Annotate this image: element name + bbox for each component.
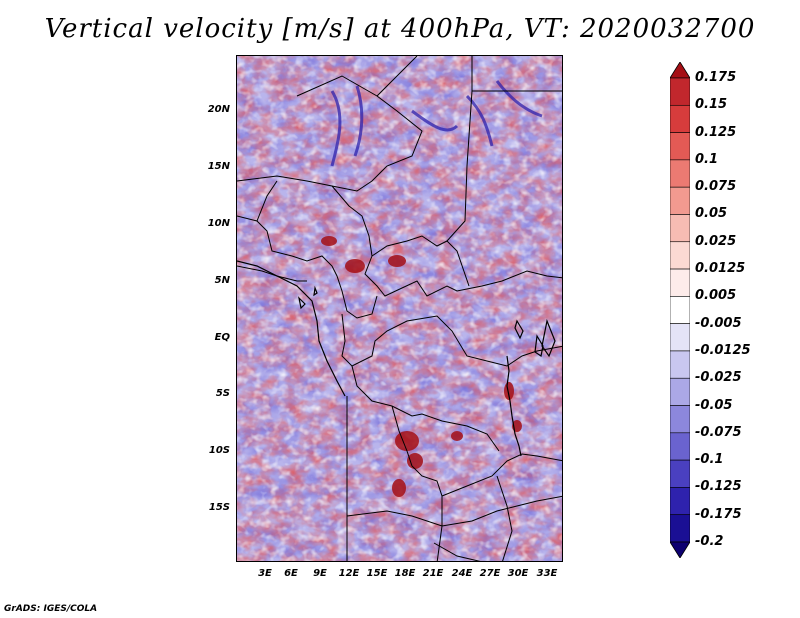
coastline <box>237 260 346 397</box>
colorbar-segment <box>670 104 690 133</box>
lat-label: 5N <box>214 275 230 286</box>
colorbar-tick-label: -0.05 <box>695 397 733 413</box>
lon-label: 33E <box>536 568 558 579</box>
lon-label: 12E <box>338 568 360 579</box>
lakes <box>506 318 556 457</box>
lat-label: 20N <box>207 104 230 115</box>
strong-downdraft-streaks <box>330 80 543 167</box>
colorbar-segment <box>670 268 690 297</box>
colorbar-tick-label: 0.0125 <box>695 261 746 277</box>
lat-label: 15N <box>207 161 230 172</box>
colorbar-tick-label: -0.125 <box>695 479 742 495</box>
lon-label: 15E <box>366 568 388 579</box>
colorbar-segment <box>670 186 690 215</box>
colorbar-segment <box>670 159 690 188</box>
colorbar-segment <box>670 405 690 434</box>
colorbar-segment <box>670 487 690 516</box>
colorbar-segment <box>670 77 690 106</box>
colorbar-segment <box>670 296 690 324</box>
colorbar-tick-label: 0.005 <box>695 288 737 304</box>
colorbar-tick-label: 0.125 <box>695 124 737 140</box>
colorbar-tick-label: -0.005 <box>695 315 742 331</box>
colorbar-max-arrow <box>670 62 690 79</box>
colorbar-tick-label: 0.175 <box>695 70 737 85</box>
colorbar-tick-label: 0.05 <box>695 206 728 222</box>
country-borders <box>237 56 562 561</box>
colorbar-tick-label: 0.1 <box>695 151 719 167</box>
colorbar-segment <box>670 514 690 543</box>
lat-label: 10S <box>208 445 230 456</box>
colorbar-tick-label: -0.075 <box>695 424 742 440</box>
colorbar-segment <box>670 350 690 379</box>
colorbar-segment <box>670 214 690 243</box>
colorbar-min-arrow <box>670 541 690 558</box>
colorbar-tick-label: 0.025 <box>695 233 737 249</box>
colorbar-tick-label: 0.15 <box>695 97 728 113</box>
lon-label: 9E <box>313 568 327 579</box>
lon-label: 21E <box>422 568 444 579</box>
lon-label: 24E <box>451 568 473 579</box>
lat-label: EQ <box>214 332 230 343</box>
lat-label: 10N <box>207 218 230 229</box>
colorbar-tick-label: -0.175 <box>695 506 742 522</box>
colorbar-segment <box>670 241 690 270</box>
map-title: Vertical velocity [m/s] at 400hPa, VT: 2… <box>44 14 756 44</box>
colorbar <box>670 62 690 558</box>
colorbar-segment <box>670 323 690 352</box>
colorbar-tick-label: 0.075 <box>695 179 737 195</box>
field-neutral-texture <box>237 56 562 561</box>
lon-label: 3E <box>258 568 272 579</box>
colorbar-tick-label: -0.2 <box>695 534 724 549</box>
colorbar-tick-label: -0.025 <box>695 370 742 386</box>
lon-label: 18E <box>394 568 416 579</box>
colorbar-segment <box>670 132 690 161</box>
lon-label: 6E <box>284 568 298 579</box>
colorbar-tick-label: -0.0125 <box>695 342 751 358</box>
map-panel <box>236 55 563 562</box>
colorbar-segment <box>670 377 690 406</box>
colorbar-tick-label: -0.1 <box>695 452 724 468</box>
lon-label: 30E <box>507 568 529 579</box>
colorbar-segment <box>670 432 690 461</box>
credit-text: GrADS: IGES/COLA <box>4 604 98 614</box>
lat-label: 5S <box>215 388 230 399</box>
velocity-field-map <box>237 56 562 561</box>
colorbar-segment <box>670 459 690 488</box>
lon-label: 27E <box>479 568 501 579</box>
lat-label: 15S <box>208 502 230 513</box>
